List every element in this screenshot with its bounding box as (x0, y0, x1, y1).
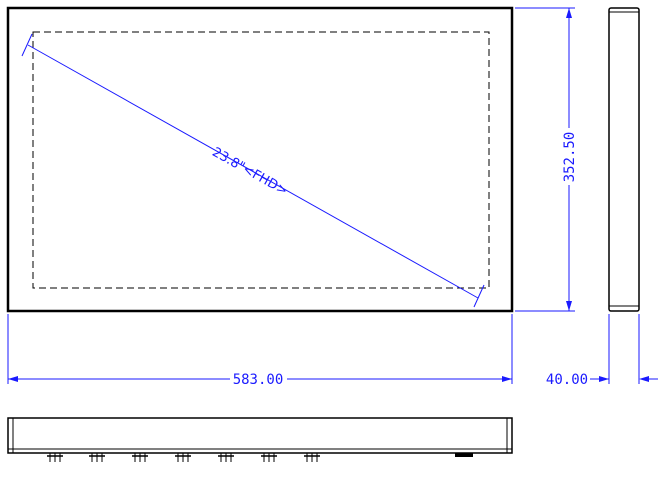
depth-dim-label: 40.00 (546, 372, 588, 388)
depth-arrow-left (599, 376, 609, 382)
front-bezel-outline (6, 6, 514, 313)
side-outline (608, 7, 640, 312)
bottom-view (7, 417, 513, 462)
mounting-foot (175, 453, 191, 462)
mounting-foot (304, 453, 320, 462)
width-arrow-left (8, 376, 18, 382)
mounting-foot (47, 453, 63, 462)
depth-arrow-right (639, 376, 649, 382)
diagonal-dimension-line (27, 44, 479, 299)
width-dim-label: 583.00 (233, 372, 284, 388)
bottom-outline (7, 417, 513, 454)
height-dim-label: 352.50 (562, 132, 578, 183)
mounting-foot (132, 453, 148, 462)
active-area-dashed (32, 31, 490, 289)
front-view: 23.8"<FHD> (6, 6, 514, 313)
diagonal-tick-start (21, 33, 33, 57)
width-dimension: 583.00 (7, 314, 513, 388)
height-arrow-top (566, 8, 572, 18)
height-arrow-bottom (566, 301, 572, 311)
side-view: 40.00 (546, 7, 658, 388)
width-arrow-right (502, 376, 512, 382)
mounting-foot (261, 453, 277, 462)
height-dimension: 352.50 (515, 7, 578, 312)
mounting-feet (47, 453, 320, 462)
mounting-foot (218, 453, 234, 462)
diagonal-label: 23.8"<FHD> (209, 145, 290, 199)
mounting-foot (89, 453, 105, 462)
bottom-port (455, 453, 473, 457)
diagonal-tick-end (473, 284, 485, 308)
